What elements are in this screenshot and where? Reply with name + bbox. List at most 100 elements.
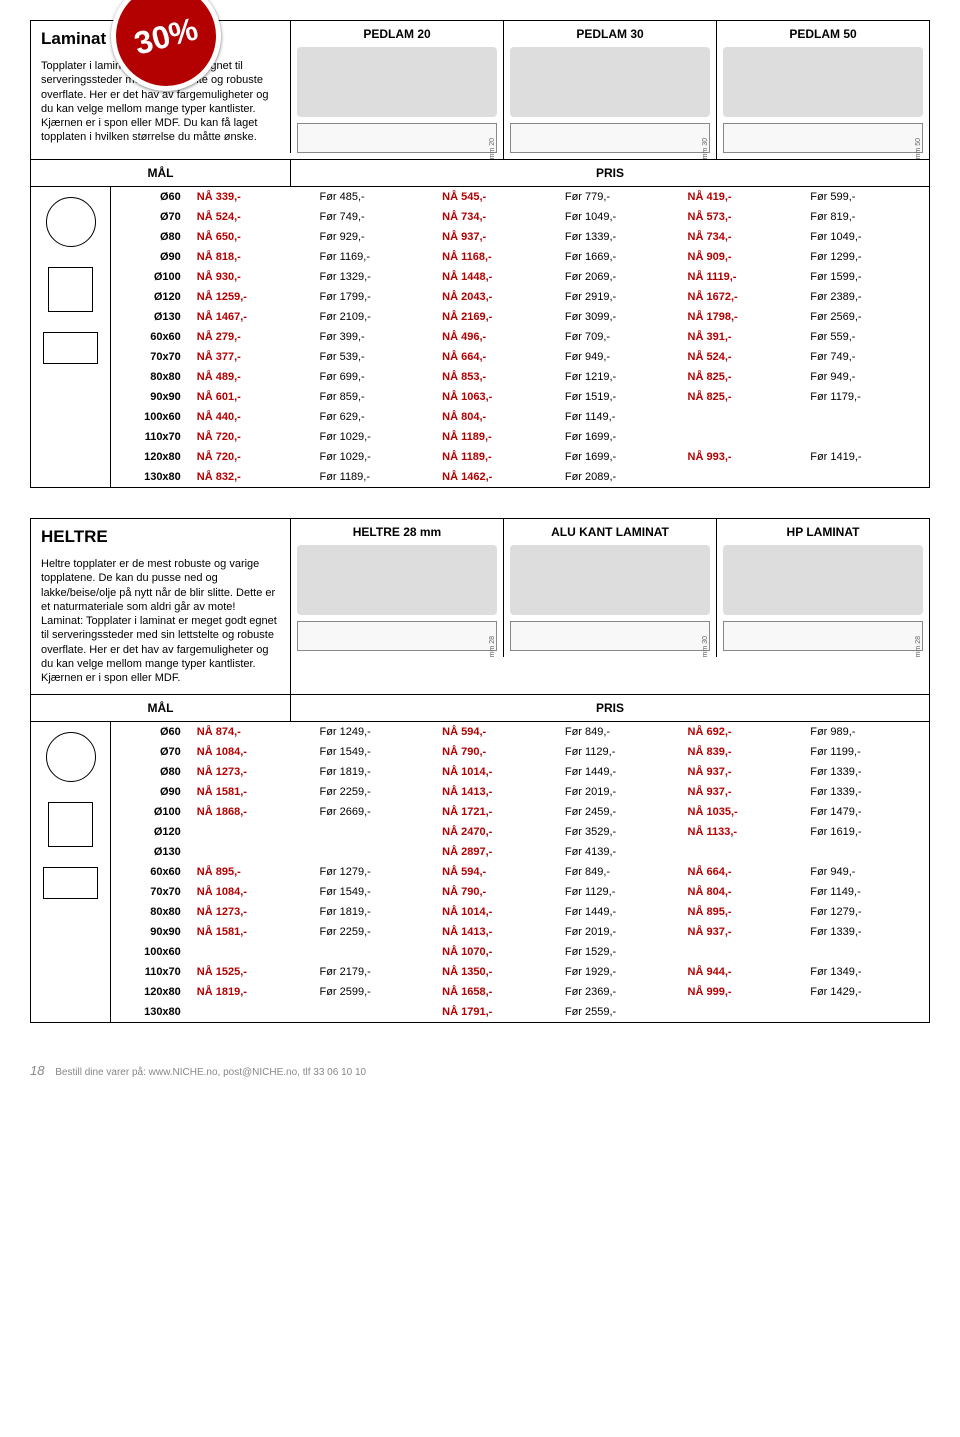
variant-col: PEDLAM 20 mm 20	[291, 21, 504, 159]
before-price: Før 2669,-	[315, 802, 438, 822]
now-price: NÅ 1070,-	[438, 942, 561, 962]
before-price: Før 2019,-	[561, 922, 684, 942]
now-price: NÅ 1798,-	[684, 307, 807, 327]
now-price: NÅ 825,-	[684, 387, 807, 407]
now-price: NÅ 496,-	[438, 327, 561, 347]
now-price: NÅ 1168,-	[438, 247, 561, 267]
pris-heading: PRIS	[297, 701, 923, 715]
now-price: NÅ 664,-	[438, 347, 561, 367]
price-row: Ø100NÅ 1868,-Før 2669,-NÅ 1721,-Før 2459…	[111, 802, 929, 822]
before-price: Før 1529,-	[561, 942, 684, 962]
variant-name: PEDLAM 30	[510, 27, 710, 41]
now-price: NÅ 818,-	[193, 247, 316, 267]
size-cell: 110x70	[111, 427, 193, 447]
before-price: Før 1669,-	[561, 247, 684, 267]
before-price	[806, 407, 929, 427]
now-price: NÅ 1350,-	[438, 962, 561, 982]
section2-mal-pris: MÅL PRIS	[30, 695, 930, 722]
now-price: NÅ 993,-	[684, 447, 807, 467]
size-cell: 90x90	[111, 922, 193, 942]
price-row: Ø100NÅ 930,-Før 1329,-NÅ 1448,-Før 2069,…	[111, 267, 929, 287]
profile-label: mm 28	[915, 636, 922, 657]
price-row: 130x80NÅ 832,-Før 1189,-NÅ 1462,-Før 208…	[111, 467, 929, 487]
size-cell: Ø90	[111, 782, 193, 802]
section2-desc-col: HELTRE Heltre topplater er de mest robus…	[31, 519, 291, 694]
before-price: Før 2459,-	[561, 802, 684, 822]
size-cell: Ø80	[111, 227, 193, 247]
before-price: Før 629,-	[315, 407, 438, 427]
size-cell: 100x60	[111, 942, 193, 962]
size-cell: 60x60	[111, 862, 193, 882]
now-price: NÅ 720,-	[193, 447, 316, 467]
now-price: NÅ 1273,-	[193, 902, 316, 922]
now-price: NÅ 1084,-	[193, 882, 316, 902]
variant-col: PEDLAM 50 mm 50	[717, 21, 929, 159]
price-row: 130x80NÅ 1791,-Før 2559,-	[111, 1002, 929, 1022]
now-price: NÅ 377,-	[193, 347, 316, 367]
before-price: Før 559,-	[806, 327, 929, 347]
before-price: Før 1349,-	[806, 962, 929, 982]
before-price: Før 1699,-	[561, 447, 684, 467]
now-price: NÅ 853,-	[438, 367, 561, 387]
before-price	[315, 842, 438, 862]
now-price: NÅ 944,-	[684, 962, 807, 982]
discount-badge-text: 30%	[99, 0, 234, 103]
before-price: Før 1339,-	[561, 227, 684, 247]
now-price: NÅ 594,-	[438, 722, 561, 742]
now-price: NÅ 895,-	[193, 862, 316, 882]
size-cell: 80x80	[111, 902, 193, 922]
now-price	[684, 467, 807, 487]
shape-rect-icon	[43, 867, 98, 899]
price-row: Ø90NÅ 818,-Før 1169,-NÅ 1168,-Før 1669,-…	[111, 247, 929, 267]
price-row: Ø90NÅ 1581,-Før 2259,-NÅ 1413,-Før 2019,…	[111, 782, 929, 802]
now-price: NÅ 664,-	[684, 862, 807, 882]
before-price: Før 3529,-	[561, 822, 684, 842]
before-price: Før 2089,-	[561, 467, 684, 487]
now-price	[193, 1002, 316, 1022]
before-price: Før 1189,-	[315, 467, 438, 487]
now-price: NÅ 1413,-	[438, 782, 561, 802]
price-row: 60x60NÅ 279,-Før 399,-NÅ 496,-Før 709,-N…	[111, 327, 929, 347]
now-price: NÅ 524,-	[193, 207, 316, 227]
before-price: Før 1339,-	[806, 782, 929, 802]
now-price: NÅ 720,-	[193, 427, 316, 447]
now-price: NÅ 1467,-	[193, 307, 316, 327]
section2-header: HELTRE Heltre topplater er de mest robus…	[30, 518, 930, 695]
price-row: Ø80NÅ 650,-Før 929,-NÅ 937,-Før 1339,-NÅ…	[111, 227, 929, 247]
size-cell: Ø80	[111, 762, 193, 782]
now-price: NÅ 1273,-	[193, 762, 316, 782]
variant-image	[297, 545, 497, 615]
variant-name: HELTRE 28 mm	[297, 525, 497, 539]
now-price: NÅ 1133,-	[684, 822, 807, 842]
now-price: NÅ 1119,-	[684, 267, 807, 287]
before-price: Før 1029,-	[315, 427, 438, 447]
now-price	[193, 842, 316, 862]
before-price: Før 1169,-	[315, 247, 438, 267]
before-price: Før 699,-	[315, 367, 438, 387]
before-price	[806, 942, 929, 962]
size-cell: Ø130	[111, 307, 193, 327]
now-price	[684, 1002, 807, 1022]
size-cell: Ø120	[111, 287, 193, 307]
page-footer: 18 Bestill dine varer på: www.NICHE.no, …	[30, 1063, 930, 1078]
shape-square-icon	[48, 267, 93, 312]
now-price: NÅ 734,-	[684, 227, 807, 247]
before-price: Før 1699,-	[561, 427, 684, 447]
variant-image	[510, 545, 710, 615]
now-price: NÅ 1819,-	[193, 982, 316, 1002]
before-price: Før 599,-	[806, 187, 929, 207]
now-price: NÅ 1448,-	[438, 267, 561, 287]
profile-diagram: mm 20	[297, 123, 497, 153]
before-price: Før 399,-	[315, 327, 438, 347]
before-price: Før 1519,-	[561, 387, 684, 407]
before-price: Før 949,-	[806, 367, 929, 387]
variant-name: PEDLAM 50	[723, 27, 923, 41]
before-price	[315, 942, 438, 962]
now-price: NÅ 2897,-	[438, 842, 561, 862]
section1-mal-pris: MÅL PRIS	[30, 160, 930, 187]
now-price: NÅ 1672,-	[684, 287, 807, 307]
size-cell: Ø70	[111, 742, 193, 762]
variant-col: PEDLAM 30 mm 30	[504, 21, 717, 159]
before-price: Før 749,-	[315, 207, 438, 227]
now-price: NÅ 545,-	[438, 187, 561, 207]
